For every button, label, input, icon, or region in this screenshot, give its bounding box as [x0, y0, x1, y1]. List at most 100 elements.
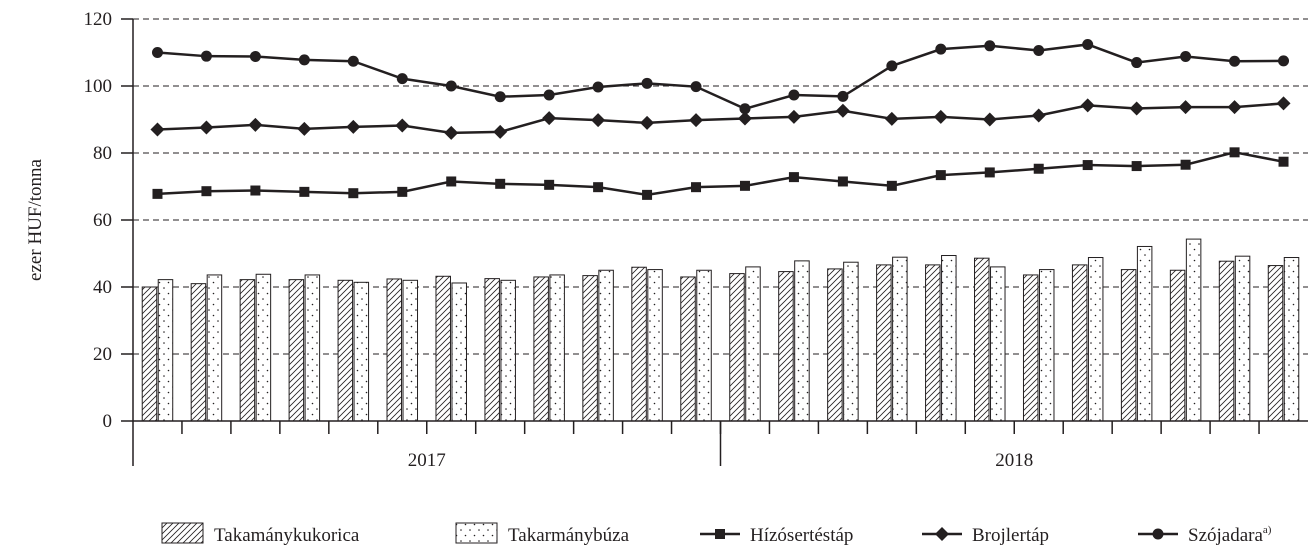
point-square: [935, 170, 946, 181]
point-square: [1180, 159, 1191, 170]
point-circle: [1033, 44, 1045, 56]
bar-hatch: [631, 266, 647, 422]
bar-dots: [843, 261, 859, 422]
point-diamond: [1178, 100, 1193, 115]
legend-swatch-hatch: [161, 522, 204, 544]
bar-dots: [549, 274, 565, 422]
point-square: [446, 176, 457, 187]
point-square: [837, 176, 848, 187]
point-circle: [396, 73, 408, 85]
point-circle: [1082, 38, 1094, 50]
point-diamond: [395, 118, 410, 133]
bar-hatch: [729, 273, 745, 422]
bar-dots: [1038, 269, 1055, 422]
point-circle: [739, 103, 751, 115]
point-square: [201, 186, 212, 197]
point-diamond: [1031, 108, 1046, 123]
bar-hatch: [582, 275, 598, 422]
bar-hatch: [876, 264, 892, 422]
bar-dots: [990, 266, 1006, 422]
y-axis-ticks: 0 20 40 60 80 100 120: [84, 9, 133, 432]
bar-dots: [647, 269, 663, 422]
legend-label-text: Takarmánybúza: [508, 525, 630, 546]
point-diamond: [297, 121, 312, 136]
point-square: [250, 185, 261, 196]
point-circle: [151, 47, 163, 58]
point-square: [1278, 156, 1289, 167]
y-tick-label: 120: [84, 9, 113, 30]
point-square: [691, 182, 702, 193]
legend-label-text: Brojlertáp: [972, 525, 1049, 546]
bar-dots: [304, 274, 321, 422]
bar-dots: [500, 279, 516, 422]
point-diamond: [591, 113, 606, 128]
y-axis-title: ezer HUF/tonna: [25, 159, 46, 281]
point-circle: [984, 40, 996, 52]
point-circle: [200, 50, 212, 62]
point-circle: [543, 89, 555, 101]
point-square: [642, 189, 653, 200]
point-square: [299, 186, 310, 197]
bar-dots: [451, 282, 467, 422]
point-circle: [298, 54, 310, 66]
point-square: [1082, 160, 1093, 171]
bar-hatch: [484, 278, 500, 422]
bar-dots: [1185, 238, 1202, 422]
bar-hatch: [925, 264, 941, 422]
x-group-label: 2017: [408, 450, 446, 471]
legend-label: Hízósertéstáp: [750, 525, 853, 546]
series-line-square: [157, 151, 1284, 197]
legend-label-text: Takamánykukorica: [214, 525, 360, 546]
point-circle: [1131, 57, 1143, 69]
bar-dots: [1087, 257, 1104, 422]
legend: Takamánykukorica Takarmánybúza Hízósertést…: [161, 522, 1272, 546]
point-diamond: [884, 111, 899, 126]
point-diamond: [493, 124, 508, 139]
point-diamond: [1129, 101, 1144, 116]
point-diamond: [1227, 100, 1242, 115]
y-tick-label: 80: [93, 143, 112, 164]
bar-hatch: [239, 279, 256, 422]
legend-label-text: Hízósertéstáp: [750, 525, 853, 546]
point-diamond: [248, 117, 263, 132]
bar-hatch: [337, 279, 354, 422]
legend-item: Szójadaraa): [1138, 524, 1272, 546]
point-square: [739, 180, 750, 191]
bar-dots: [696, 269, 712, 422]
point-diamond: [542, 111, 557, 126]
legend-swatch-dots: [455, 522, 498, 544]
legend-label: Takarmánybúza: [508, 525, 630, 546]
point-square: [1033, 163, 1044, 174]
legend-marker-diamond: [935, 527, 949, 541]
bar-dots: [255, 273, 272, 422]
y-tick-label: 100: [84, 76, 113, 97]
point-diamond: [1276, 96, 1291, 111]
gridlines: [133, 18, 1308, 355]
legend-label-superscript: a): [1263, 524, 1272, 536]
legend-item: Takamánykukorica: [161, 522, 360, 546]
point-square: [397, 186, 408, 197]
point-diamond: [835, 103, 850, 118]
bar-hatch: [141, 286, 158, 422]
bar-hatch: [288, 279, 305, 422]
point-circle: [837, 90, 849, 102]
bar-hatch: [190, 283, 207, 422]
legend-marker-circle: [1152, 528, 1164, 540]
point-square: [984, 167, 995, 178]
point-square: [1131, 161, 1142, 172]
y-tick-label: 60: [93, 210, 112, 231]
bar-hatch: [1169, 269, 1186, 422]
bar-hatch: [1267, 265, 1284, 422]
bar-dots: [941, 255, 957, 422]
point-circle: [1229, 55, 1241, 67]
bar-hatch: [1071, 264, 1088, 422]
point-diamond: [737, 111, 752, 126]
bar-dots: [598, 269, 614, 422]
legend-item: Takarmánybúza: [455, 522, 630, 546]
point-circle: [249, 51, 261, 63]
bar-dots: [206, 274, 223, 422]
legend-label-text: Szójadara: [1188, 525, 1263, 546]
bar-hatch: [1120, 269, 1137, 422]
point-diamond: [444, 125, 459, 140]
point-circle: [641, 77, 653, 89]
